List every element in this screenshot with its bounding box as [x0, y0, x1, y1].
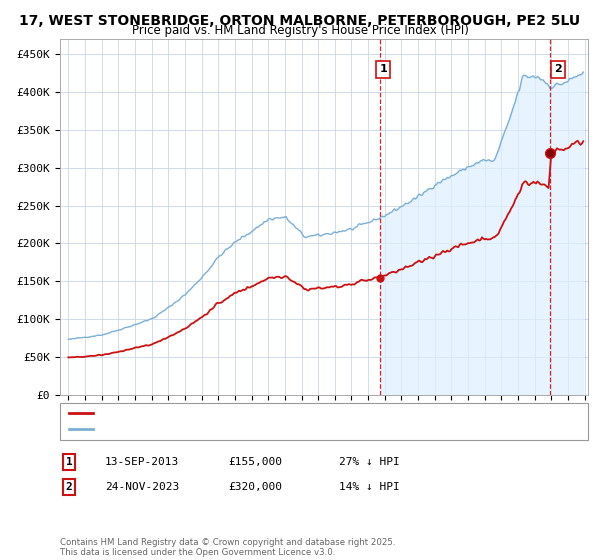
- Text: 1: 1: [379, 64, 387, 74]
- Text: 1: 1: [65, 457, 73, 467]
- Text: HPI: Average price, detached house, City of Peterborough: HPI: Average price, detached house, City…: [97, 424, 426, 435]
- Text: 14% ↓ HPI: 14% ↓ HPI: [339, 482, 400, 492]
- Text: 13-SEP-2013: 13-SEP-2013: [105, 457, 179, 467]
- Text: £320,000: £320,000: [228, 482, 282, 492]
- Text: Contains HM Land Registry data © Crown copyright and database right 2025.
This d: Contains HM Land Registry data © Crown c…: [60, 538, 395, 557]
- Text: 24-NOV-2023: 24-NOV-2023: [105, 482, 179, 492]
- Text: 2: 2: [65, 482, 73, 492]
- Text: 27% ↓ HPI: 27% ↓ HPI: [339, 457, 400, 467]
- Text: Price paid vs. HM Land Registry's House Price Index (HPI): Price paid vs. HM Land Registry's House …: [131, 24, 469, 37]
- Text: 17, WEST STONEBRIDGE, ORTON MALBORNE, PETERBOROUGH, PE2 5LU: 17, WEST STONEBRIDGE, ORTON MALBORNE, PE…: [19, 14, 581, 28]
- Text: £155,000: £155,000: [228, 457, 282, 467]
- Text: 17, WEST STONEBRIDGE, ORTON MALBORNE, PETERBOROUGH, PE2 5LU (detached house): 17, WEST STONEBRIDGE, ORTON MALBORNE, PE…: [97, 408, 544, 418]
- Text: 2: 2: [554, 64, 562, 74]
